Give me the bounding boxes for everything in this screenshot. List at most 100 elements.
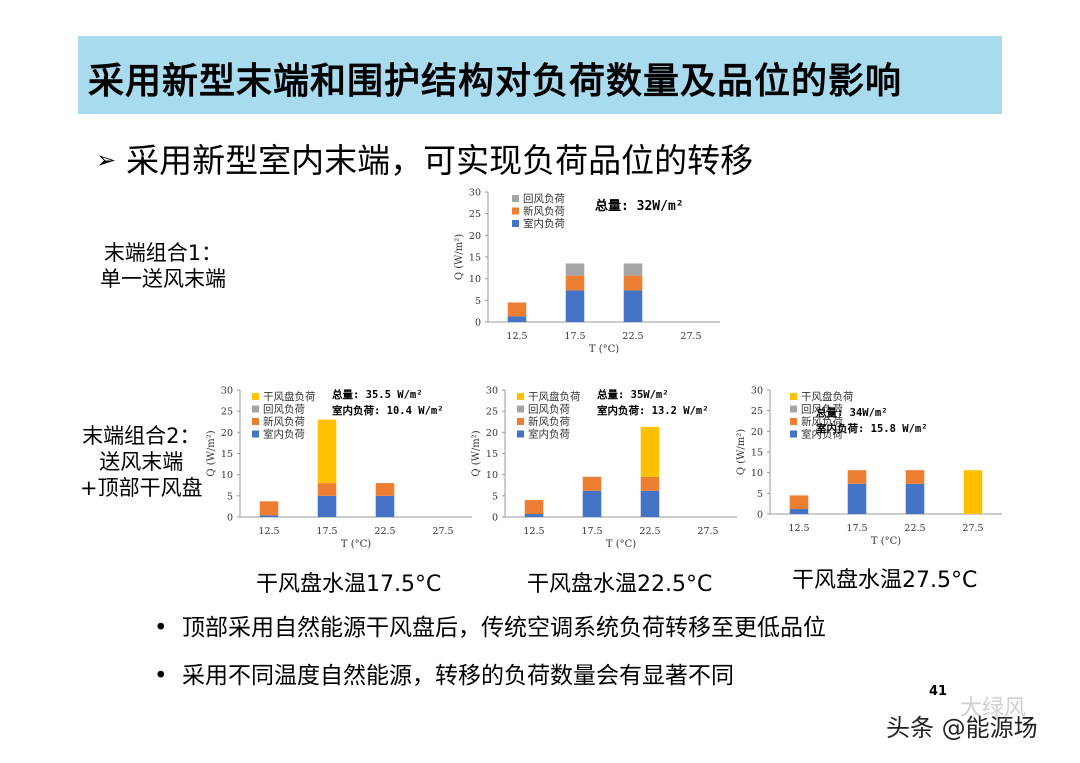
y-tick-label: 30 — [469, 188, 481, 199]
legend-label: 室内负荷 — [263, 428, 305, 441]
y-tick-label: 15 — [751, 448, 763, 459]
bar-indoor — [259, 515, 279, 517]
legend-swatch — [512, 195, 519, 202]
legend-label: 干风盘负荷 — [263, 390, 316, 403]
x-tick-label: 17.5 — [564, 331, 585, 342]
chart-svg: 0 5 10 15 20 25 30 Q (W/m²) 12.5 17.5 22.5 27.5 T (°… — [471, 386, 737, 550]
y-axis-title: Q (W/m²) — [471, 430, 482, 476]
combo1-label-line: 单一送风末端 — [100, 267, 226, 291]
bar-return_air — [565, 263, 585, 276]
bar-indoor — [905, 483, 925, 514]
bullet-text: 采用不同温度自然能源，转移的负荷数量会有显著不同 — [182, 663, 734, 689]
subtitle-arrow-icon: ➢ — [96, 146, 117, 174]
legend-swatch — [517, 430, 524, 438]
caption-27-5: 干风盘水温27.5°C — [792, 568, 978, 593]
chart-annotation: 总量: 32W/m² — [595, 198, 684, 214]
x-axis-title: T (°C) — [341, 539, 371, 550]
x-tick-label: 22.5 — [639, 526, 660, 537]
bar-dry_coil — [317, 419, 337, 484]
y-axis-title: Q (W/m²) — [206, 430, 217, 476]
bullet-text: 顶部采用自然能源干风盘后，传统空调系统负荷转移至更低品位 — [182, 615, 826, 641]
legend-swatch — [517, 418, 524, 425]
y-tick-label: 20 — [751, 427, 763, 438]
bar-fresh_air — [259, 501, 279, 516]
bullet-item: • 顶部采用自然能源干风盘后，传统空调系统负荷转移至更低品位 — [154, 608, 826, 642]
chart-svg: 0 5 10 15 20 25 30 Q (W/m²) 12.5 17.5 22.5 27.5 T (°… — [454, 188, 720, 355]
y-axis-title: Q (W/m²) — [454, 234, 465, 280]
bar-fresh_air — [565, 275, 585, 291]
caption-22-5: 干风盘水温22.5°C — [527, 572, 713, 597]
legend-label: 新风负荷 — [801, 415, 843, 428]
y-tick-label: 10 — [751, 468, 763, 479]
bar-fresh_air — [317, 483, 337, 496]
bar-fresh_air — [582, 476, 602, 491]
x-axis-title: T (°C) — [871, 536, 901, 547]
chart-annotation: 室内负荷: 15.8 W/m² — [816, 422, 928, 435]
x-tick-label: 12.5 — [523, 526, 544, 537]
legend-label: 回风负荷 — [801, 403, 843, 416]
bar-indoor — [789, 509, 809, 514]
legend-label: 回风负荷 — [523, 192, 565, 205]
bar-fresh_air — [640, 476, 660, 491]
legend-swatch — [517, 405, 524, 413]
x-axis-title: T (°C) — [606, 539, 636, 550]
combo2-label-line: 末端组合2： — [82, 424, 201, 448]
legend-swatch — [790, 405, 797, 413]
title-bar — [78, 36, 1002, 114]
subtitle-text: 采用新型室内末端，可实现负荷品位的转移 — [126, 141, 754, 180]
bullet-item: • 采用不同温度自然能源，转移的负荷数量会有显著不同 — [154, 656, 734, 690]
legend-label: 干风盘负荷 — [528, 390, 581, 403]
legend-label: 回风负荷 — [528, 403, 570, 416]
bar-indoor — [582, 490, 602, 517]
subtitle: ➢ 采用新型室内末端，可实现负荷品位的转移 — [96, 134, 753, 182]
bar-fresh_air — [375, 483, 395, 496]
bar-return_air — [623, 263, 643, 276]
watermark-logo: 大绿风 — [960, 696, 1027, 721]
x-axis-title: T (°C) — [589, 344, 619, 355]
x-tick-label: 27.5 — [432, 526, 453, 537]
chart-dry-coil-27-5: 0 5 10 15 20 25 30 Q (W/m²) 12.5 17.5 22.5 27.5 T (°… — [730, 380, 1010, 565]
x-tick-label: 22.5 — [374, 526, 395, 537]
y-tick-label: 25 — [221, 407, 233, 418]
x-tick-label: 17.5 — [846, 523, 867, 534]
y-tick-label: 10 — [486, 470, 498, 481]
bar-indoor — [507, 316, 527, 322]
chart-annotation: 总量: 35.5 W/m² — [332, 388, 423, 401]
chart-dry-coil-22-5: 0 5 10 15 20 25 30 Q (W/m²) 12.5 17.5 22.5 27.5 T (°… — [465, 380, 745, 565]
legend-label: 干风盘负荷 — [801, 390, 854, 403]
y-tick-label: 25 — [486, 407, 498, 418]
legend-swatch — [252, 418, 259, 425]
bar-fresh_air — [905, 470, 925, 484]
caption-17-5: 干风盘水温17.5°C — [256, 572, 442, 597]
y-tick-label: 30 — [751, 386, 763, 397]
bar-fresh_air — [623, 275, 643, 291]
bar-indoor — [847, 483, 867, 514]
y-tick-label: 30 — [221, 386, 233, 397]
y-tick-label: 0 — [757, 510, 763, 521]
bar-fresh_air — [789, 495, 809, 510]
y-tick-label: 15 — [221, 449, 233, 460]
legend-label: 回风负荷 — [263, 403, 305, 416]
legend-swatch — [790, 393, 797, 400]
legend-swatch — [517, 393, 524, 400]
y-tick-label: 10 — [221, 470, 233, 481]
y-tick-label: 0 — [227, 513, 233, 524]
legend-label: 室内负荷 — [523, 217, 565, 230]
bar-indoor — [317, 495, 337, 517]
bar-dry_coil — [963, 470, 983, 514]
legend-swatch — [252, 393, 259, 400]
legend-label: 室内负荷 — [801, 428, 843, 441]
chart-svg: 0 5 10 15 20 25 30 Q (W/m²) 12.5 17.5 22.5 27.5 T (°… — [736, 386, 1002, 547]
y-tick-label: 15 — [469, 253, 481, 264]
bar-fresh_air — [507, 302, 527, 317]
y-tick-label: 15 — [486, 449, 498, 460]
y-tick-label: 20 — [486, 428, 498, 439]
bar-indoor — [565, 290, 585, 322]
x-tick-label: 27.5 — [697, 526, 718, 537]
combo2-label: 末端组合2： 送风末端 +顶部干风盘 — [80, 423, 203, 501]
y-tick-label: 25 — [469, 209, 481, 220]
y-tick-label: 10 — [469, 274, 481, 285]
x-tick-label: 17.5 — [316, 526, 337, 537]
combo2-label-line: +顶部干风盘 — [80, 476, 203, 500]
legend-label: 新风负荷 — [523, 205, 565, 218]
